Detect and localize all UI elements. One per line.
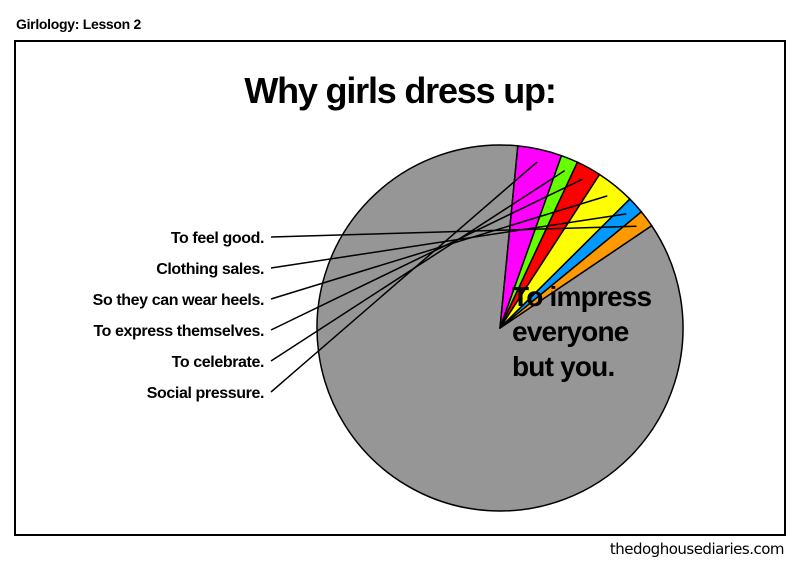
chart-title: Why girls dress up:: [244, 70, 556, 111]
callout-line-social-pressure: [270, 161, 538, 393]
slice-label-to-feel-good: To feel good.: [171, 230, 264, 247]
pie-slice-to-feel-good: [499, 211, 653, 329]
slice-label-clothing-sales: Clothing sales.: [156, 261, 264, 278]
callout-line-clothing-sales: [270, 213, 627, 269]
slice-label-to-express-themselves: To express themselves.: [93, 323, 264, 340]
main-slice-label: To impress everyone but you.: [512, 281, 652, 382]
slice-label-so-they-can-wear-heels: So they can wear heels.: [93, 292, 264, 309]
callout-line-to-express-themselves: [270, 178, 583, 331]
slice-label-to-celebrate: To celebrate.: [172, 354, 264, 371]
slice-label-social-pressure: Social pressure.: [147, 385, 264, 402]
header-label: Girlology: Lesson 2: [16, 16, 141, 32]
footer-credit: thedoghousediaries.com: [609, 540, 785, 558]
comic-frame: [14, 40, 786, 536]
callout-line-to-feel-good: [270, 225, 637, 238]
